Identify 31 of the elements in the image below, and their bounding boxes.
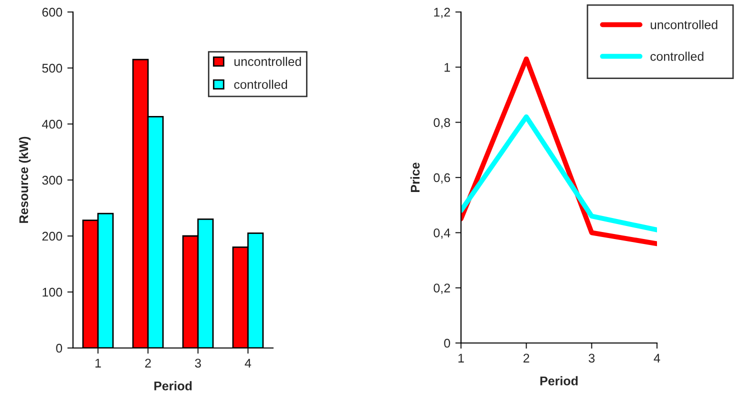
legend-label: controlled	[650, 52, 704, 61]
legend-label: uncontrolled	[234, 56, 301, 66]
y-tick-label: 0,4	[434, 228, 450, 239]
x-tick-label: 2	[523, 354, 530, 362]
y-axis-title: Price	[410, 162, 420, 192]
x-tick-label: 3	[588, 354, 595, 363]
x-tick-label: 4	[244, 358, 252, 368]
y-tick-label: 300	[42, 176, 62, 185]
x-tick-label: 4	[654, 354, 660, 362]
x-axis-title: Period	[154, 381, 192, 390]
y-tick-label: 1,2	[434, 8, 450, 18]
y-tick-label: 0,8	[434, 118, 450, 128]
y-tick-label: 500	[42, 64, 62, 73]
x-tick-label: 2	[145, 358, 151, 368]
y-tick-label: 0	[444, 338, 450, 348]
y-tick-label: 0,6	[434, 173, 450, 184]
x-axis-title: Period	[540, 376, 578, 386]
line-series	[461, 114, 657, 232]
legend-label: controlled	[234, 80, 288, 89]
y-tick-label: 0,2	[434, 284, 450, 294]
x-tick-label: 1	[458, 354, 464, 362]
y-tick-label: 200	[42, 232, 62, 241]
y-tick-label: 0	[56, 344, 62, 353]
y-tick-label: 400	[42, 120, 62, 129]
y-axis-title: Resource (kW)	[18, 136, 31, 223]
x-tick-label: 1	[95, 358, 101, 368]
x-tick-label: 3	[195, 358, 201, 368]
y-tick-label: 100	[42, 288, 62, 297]
y-tick-label: 1	[444, 63, 450, 72]
legend-label: uncontrolled	[650, 20, 718, 30]
y-tick-label: 600	[42, 8, 62, 17]
